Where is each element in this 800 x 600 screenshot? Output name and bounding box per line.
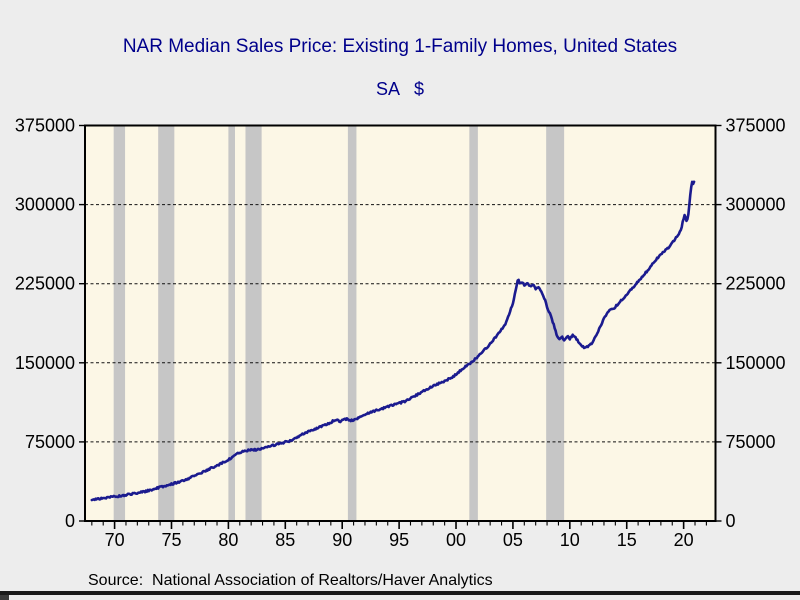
y-axis-tick-label-right: 375000 bbox=[726, 116, 786, 136]
x-axis-tick-label: 00 bbox=[446, 530, 466, 550]
y-axis-tick-label-left: 75000 bbox=[25, 432, 75, 452]
x-axis-tick-label: 10 bbox=[560, 530, 580, 550]
recession-band bbox=[113, 125, 126, 521]
recession-band bbox=[347, 125, 357, 521]
x-axis-tick-label: 85 bbox=[275, 530, 295, 550]
source-caption: Source: National Association of Realtors… bbox=[88, 572, 493, 589]
x-axis-tick-label: 80 bbox=[218, 530, 238, 550]
x-axis-tick-label: 70 bbox=[105, 530, 125, 550]
y-axis-tick-label-right: 0 bbox=[726, 511, 736, 531]
y-axis-tick-label-left: 225000 bbox=[15, 274, 75, 294]
x-axis-tick-label: 20 bbox=[674, 530, 694, 550]
plot-area-background bbox=[85, 125, 716, 521]
recession-band bbox=[546, 125, 565, 521]
plot-frame bbox=[84, 124, 717, 522]
y-axis-tick-label-left: 300000 bbox=[15, 195, 75, 215]
x-axis-tick-label: 15 bbox=[617, 530, 637, 550]
y-axis-tick-label-right: 150000 bbox=[726, 353, 786, 373]
median-price-line bbox=[90, 180, 696, 502]
chart-subtitle: SA $ bbox=[375, 79, 425, 99]
x-axis-tick-label: 95 bbox=[389, 530, 409, 550]
recession-band bbox=[469, 125, 478, 521]
y-axis-tick-label-right: 75000 bbox=[726, 432, 776, 452]
y-axis-tick-label-left: 150000 bbox=[15, 353, 75, 373]
recession-band bbox=[228, 125, 235, 521]
x-axis-tick-label: 75 bbox=[161, 530, 181, 550]
price-series-layer bbox=[90, 180, 696, 502]
x-axis-tick-label: 90 bbox=[332, 530, 352, 550]
window-bottom-border bbox=[0, 591, 800, 595]
recession-bands-layer bbox=[113, 125, 565, 521]
y-axis-tick-label-left: 0 bbox=[65, 511, 75, 531]
recession-band bbox=[245, 125, 262, 521]
chart-title: NAR Median Sales Price: Existing 1-Famil… bbox=[122, 36, 678, 57]
y-axis-tick-label-right: 300000 bbox=[726, 195, 786, 215]
axis-ticks-layer bbox=[79, 124, 722, 529]
window-corner-notch bbox=[0, 595, 9, 600]
y-axis-tick-label-left: 375000 bbox=[15, 116, 75, 136]
y-axis-tick-label-right: 225000 bbox=[726, 274, 786, 294]
gridlines-layer bbox=[85, 204, 716, 443]
x-axis-tick-label: 05 bbox=[503, 530, 523, 550]
recession-band bbox=[158, 125, 175, 521]
